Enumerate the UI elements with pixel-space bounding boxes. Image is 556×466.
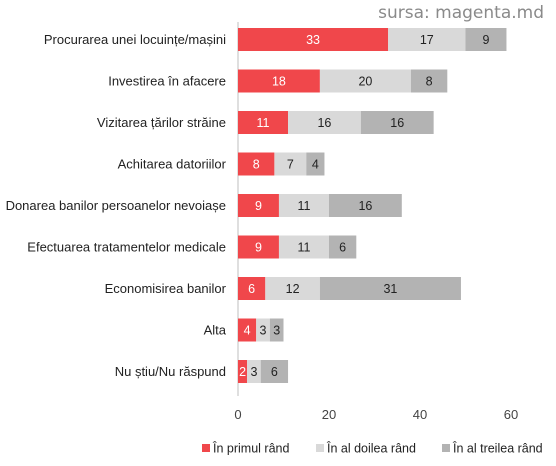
bar-segment-1 xyxy=(238,111,289,134)
data-label: 4 xyxy=(244,324,251,338)
data-label: 3 xyxy=(260,324,267,338)
bar-segment-1 xyxy=(238,69,320,93)
data-label: 16 xyxy=(390,116,404,130)
category-label: Alta xyxy=(204,323,227,338)
bar-segment-2 xyxy=(288,111,361,134)
data-label: 11 xyxy=(297,199,310,213)
data-label: 11 xyxy=(297,241,310,255)
data-label: 12 xyxy=(286,282,300,296)
bar-segment-2 xyxy=(247,360,261,383)
data-label: 2 xyxy=(239,365,246,379)
legend-swatch-3 xyxy=(442,444,450,452)
category-label: Efectuarea tratamentelor medicale xyxy=(27,240,226,255)
bar-segment-3 xyxy=(269,318,284,342)
data-label: 8 xyxy=(253,158,260,172)
bar-segment-3 xyxy=(260,360,289,383)
bar-segment-3 xyxy=(410,69,448,93)
category-label: Economisirea banilor xyxy=(105,281,227,296)
bar-segment-3 xyxy=(319,277,461,300)
bar-segment-2 xyxy=(265,277,320,300)
bar-segment-1 xyxy=(238,152,275,176)
bar-segment-3 xyxy=(329,235,357,259)
bar-segment-2 xyxy=(388,28,466,51)
data-label: 20 xyxy=(358,75,372,89)
bar-segment-2 xyxy=(278,235,329,259)
category-label: Procurarea unei locuințe/mașini xyxy=(44,32,226,47)
category-label: Donarea banilor persoanelor nevoiașe xyxy=(6,198,226,213)
legend-label: În primul rând xyxy=(212,441,289,456)
legend-swatch-2 xyxy=(316,444,324,452)
data-label: 17 xyxy=(420,33,434,47)
bar-segment-1 xyxy=(238,318,257,342)
data-label: 3 xyxy=(273,324,280,338)
data-label: 31 xyxy=(383,282,397,296)
bar-segment-3 xyxy=(360,111,434,134)
data-label: 6 xyxy=(339,241,346,255)
data-label: 8 xyxy=(426,75,433,89)
legend-swatch-1 xyxy=(202,444,210,452)
bar-segment-2 xyxy=(278,194,329,217)
source-note: sursa: magenta.md xyxy=(378,3,544,23)
data-label: 3 xyxy=(250,365,257,379)
bar-segment-1 xyxy=(238,277,266,300)
data-label: 4 xyxy=(312,158,319,172)
x-tick-label: 60 xyxy=(504,407,518,422)
data-label: 18 xyxy=(272,75,286,89)
category-label: Vizitarea țărilor străine xyxy=(97,115,226,130)
bar-segment-1 xyxy=(238,194,279,217)
bar-segment-2 xyxy=(319,69,411,93)
x-tick-label: 0 xyxy=(234,407,241,422)
data-label: 9 xyxy=(255,199,262,213)
bar-segment-3 xyxy=(306,152,325,176)
category-label: Achitarea datoriilor xyxy=(118,157,227,172)
data-label: 16 xyxy=(358,199,372,213)
bar-segment-2 xyxy=(256,318,270,342)
legend-label: În al doilea rând xyxy=(326,441,416,456)
bar-segment-2 xyxy=(274,152,307,176)
legend-label: În al treilea rând xyxy=(452,441,543,456)
data-label: 11 xyxy=(257,116,270,130)
category-label: Nu știu/Nu răspund xyxy=(115,364,226,379)
data-label: 6 xyxy=(271,365,278,379)
bar-segment-3 xyxy=(465,28,507,51)
data-label: 7 xyxy=(287,158,294,172)
data-label: 33 xyxy=(306,33,320,47)
data-label: 9 xyxy=(255,241,262,255)
bar-segment-1 xyxy=(238,235,279,259)
data-label: 16 xyxy=(317,116,331,130)
bar-segment-1 xyxy=(238,28,389,51)
data-label: 6 xyxy=(248,282,255,296)
category-label: Investirea în afacere xyxy=(108,74,226,89)
x-tick-label: 40 xyxy=(413,407,427,422)
bar-segment-1 xyxy=(238,360,248,383)
bar-segment-3 xyxy=(329,194,402,217)
data-label: 9 xyxy=(482,33,489,47)
x-tick-label: 20 xyxy=(322,407,336,422)
